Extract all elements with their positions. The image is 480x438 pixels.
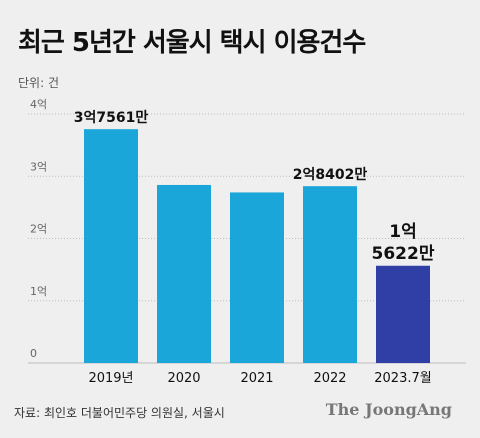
bar <box>157 184 211 363</box>
source-note: 자료: 최인호 더불어민주당 의원실, 서울시 <box>14 406 225 420</box>
y-tick-label: 4억 <box>30 98 47 111</box>
data-label: 2억8402만 <box>293 167 368 183</box>
brand-logo: The JoongAng <box>325 400 452 419</box>
bar <box>84 129 138 363</box>
y-tick-label: 1억 <box>30 285 47 298</box>
chart-title: 최근 5년간 서울시 택시 이용건수 <box>18 28 366 58</box>
data-label: 1억 <box>389 222 416 242</box>
y-tick-label: 0 <box>30 347 37 360</box>
y-tick-label: 3억 <box>30 160 47 173</box>
x-tick-label: 2022 <box>313 371 346 386</box>
x-tick-label: 2023.7월 <box>374 371 431 386</box>
x-tick-label: 2020 <box>167 371 200 386</box>
bar <box>376 265 430 363</box>
data-label: 3억7561만 <box>74 110 149 126</box>
bar <box>230 192 284 363</box>
data-label: 5622만 <box>372 244 435 264</box>
x-tick-label: 2019년 <box>88 371 133 386</box>
bar <box>303 186 357 363</box>
unit-label: 단위: 건 <box>18 76 59 90</box>
x-tick-label: 2021 <box>240 371 273 386</box>
y-tick-label: 2억 <box>30 223 47 236</box>
